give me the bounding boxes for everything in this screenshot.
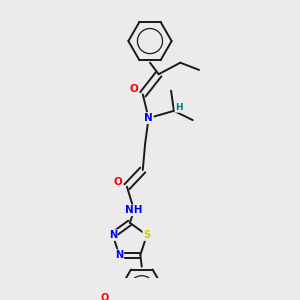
- Text: N: N: [109, 230, 117, 240]
- Text: O: O: [113, 176, 122, 187]
- Text: N: N: [144, 113, 153, 123]
- Text: O: O: [130, 84, 139, 94]
- Text: S: S: [143, 230, 150, 240]
- Text: O: O: [100, 292, 108, 300]
- Text: N: N: [115, 250, 123, 260]
- Text: NH: NH: [125, 206, 143, 215]
- Text: H: H: [175, 103, 183, 112]
